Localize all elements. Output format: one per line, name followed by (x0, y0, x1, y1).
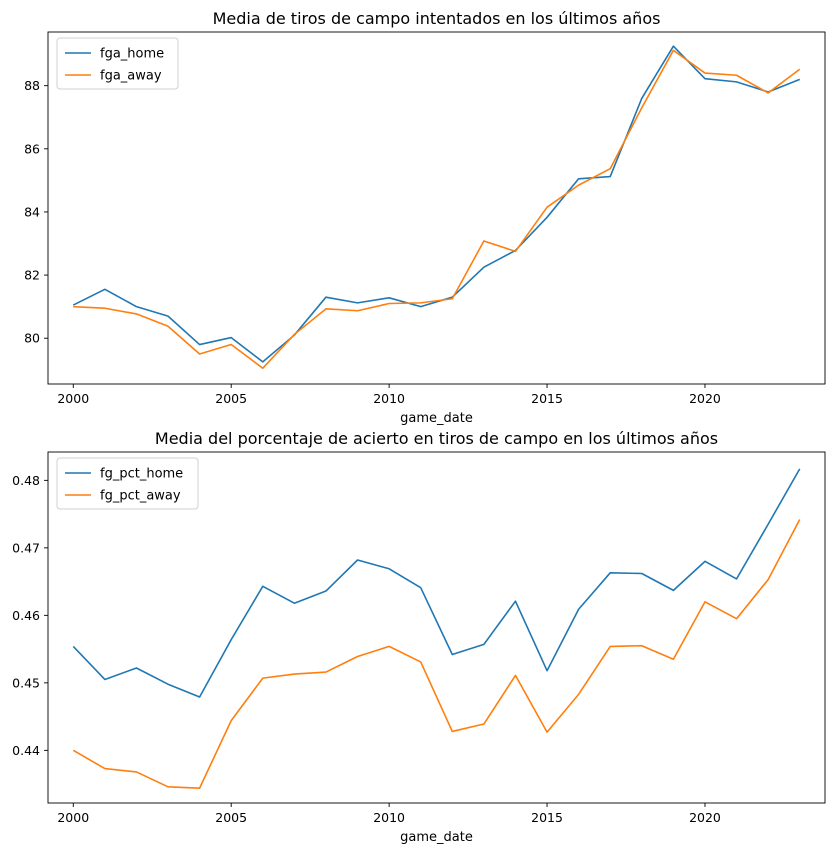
x-tick-label: 2005 (215, 810, 247, 825)
y-tick-label: 80 (24, 331, 40, 346)
chart-title: Media de tiros de campo intentados en lo… (213, 9, 661, 28)
legend-label: fga_home (100, 47, 164, 62)
x-tick-label: 2000 (57, 810, 89, 825)
y-tick-label: 0.44 (12, 743, 40, 758)
series-line-fga_home (72, 45, 801, 363)
x-axis-label: game_date (400, 411, 473, 426)
y-tick-label: 0.45 (12, 675, 40, 690)
chart-panel-1: Media de tiros de campo intentados en lo… (24, 9, 826, 426)
y-tick-label: 82 (24, 268, 40, 283)
x-tick-label: 2020 (689, 391, 721, 406)
chart-panel-2: Media del porcentaje de acierto en tiros… (12, 429, 826, 845)
x-tick-label: 2000 (57, 391, 89, 406)
y-tick-label: 0.48 (12, 473, 40, 488)
x-tick-label: 2010 (373, 391, 405, 406)
y-tick-label: 88 (24, 78, 40, 93)
plot-frame (47, 451, 826, 804)
y-tick-label: 0.46 (12, 608, 40, 623)
legend-label: fg_pct_home (100, 467, 183, 482)
legend-label: fga_away (100, 69, 162, 84)
series-line-fg_pct_home (72, 468, 801, 698)
series-line-fga_away (73, 49, 801, 370)
series-line-fg_pct_away (72, 519, 801, 789)
y-tick-label: 86 (24, 141, 40, 156)
x-tick-label: 2005 (215, 391, 247, 406)
x-tick-label: 2020 (689, 810, 721, 825)
x-axis-label: game_date (400, 830, 473, 845)
legend-box (56, 37, 179, 90)
x-tick-label: 2010 (373, 810, 405, 825)
plot-frame (47, 31, 826, 385)
legend-label: fg_pct_away (100, 489, 181, 504)
legend-box (56, 457, 199, 510)
y-tick-label: 84 (24, 204, 40, 219)
x-tick-label: 2015 (531, 810, 563, 825)
chart-title: Media del porcentaje de acierto en tiros… (155, 429, 718, 448)
x-tick-label: 2015 (531, 391, 563, 406)
y-tick-label: 0.47 (12, 540, 40, 555)
